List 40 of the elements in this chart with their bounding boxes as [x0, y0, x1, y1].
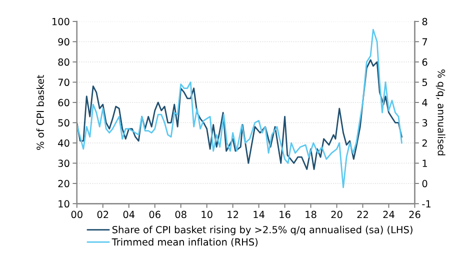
y2-tick-label: 7 — [422, 38, 428, 46]
x-tick-label: 20 — [331, 210, 342, 218]
y-tick-label: 30 — [58, 160, 70, 168]
y-tick-label: 40 — [58, 139, 70, 147]
x-tick-label: 14 — [254, 210, 264, 218]
x-tick-label: 24 — [383, 210, 394, 218]
y2-tick-label: -1 — [422, 200, 430, 208]
y-tick-label: 70 — [58, 78, 70, 86]
x-tick-label: 10 — [202, 210, 212, 218]
legend-label: Share of CPI basket rising by >2.5% q/q annualised (sa) (LHS) — [112, 226, 412, 236]
x-tick-label: 06 — [149, 210, 160, 218]
y2-tick-label: 5 — [422, 78, 428, 86]
y2-tick-label: 1 — [422, 160, 427, 167]
y-tick-label: 10 — [58, 200, 70, 208]
legend-label: Trimmed mean inflation (RHS) — [112, 238, 258, 247]
y2-tick-label: 2 — [422, 139, 427, 147]
y2-tick-label: 8 — [422, 18, 428, 26]
x-tick-label: 26 — [409, 210, 420, 218]
y-tick-label: 90 — [58, 38, 70, 46]
x-tick-label: 02 — [97, 210, 108, 218]
y-tick-label: 50 — [58, 119, 70, 127]
y-tick-label: 100 — [52, 18, 70, 26]
x-tick-label: 18 — [306, 210, 316, 218]
x-tick-label: 12 — [228, 210, 238, 218]
x-tick-label: 00 — [71, 210, 82, 218]
y-tick-label: 20 — [58, 180, 70, 188]
y2-tick-label: 0 — [422, 180, 428, 188]
y2-tick-label: 6 — [422, 58, 428, 66]
x-tick-label: 08 — [175, 210, 186, 218]
x-tick-label: 16 — [280, 210, 290, 218]
x-tick-label: 04 — [123, 210, 135, 218]
y-axis-title: % of CPI basket — [36, 74, 44, 150]
x-tick-label: 22 — [357, 210, 368, 218]
y2-axis-title: % q/q, annualised — [436, 70, 446, 156]
y2-tick-label: 4 — [422, 99, 428, 106]
line-series — [76, 59, 402, 170]
y-tick-label: 80 — [58, 58, 70, 66]
line-series — [76, 28, 402, 188]
y-tick-label: 60 — [58, 98, 70, 106]
y2-tick-label: 3 — [422, 119, 428, 127]
